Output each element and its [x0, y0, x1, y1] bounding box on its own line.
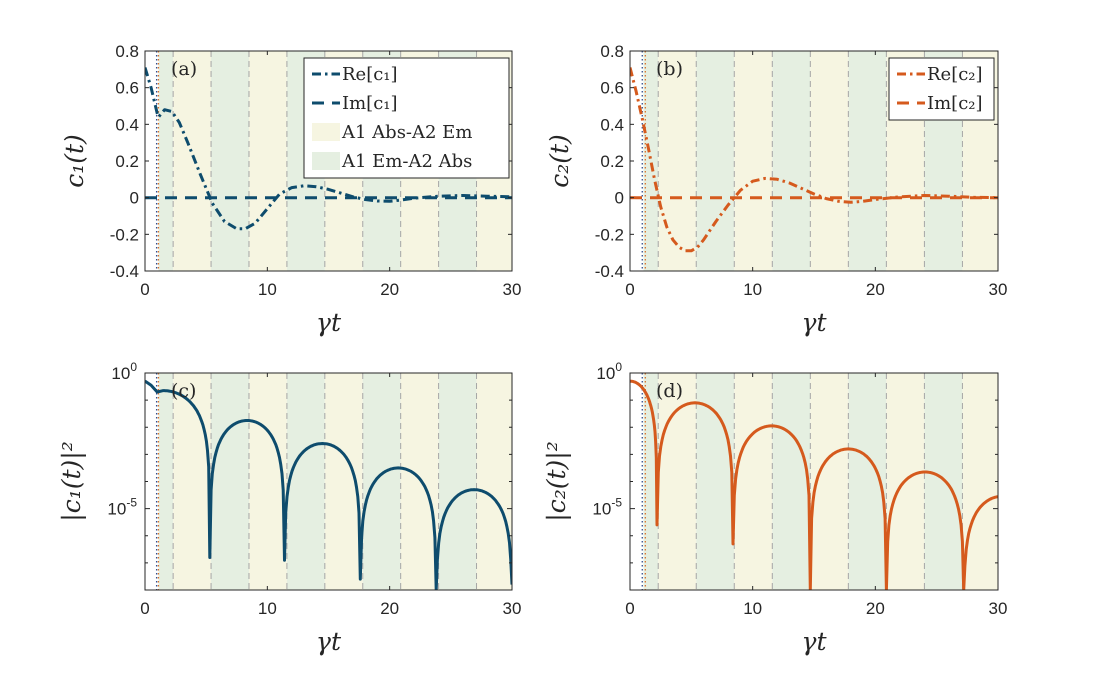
x-tick-label: 20	[866, 280, 885, 299]
x-axis-title: γt	[316, 308, 342, 337]
band-em-abs-8	[438, 373, 477, 590]
x-tick-label: 10	[258, 280, 277, 299]
y-axis-title: |c₂(t)|²	[542, 441, 572, 521]
band-abs-em-1	[173, 51, 212, 271]
x-axis-title: γt	[802, 308, 828, 337]
band-em-abs-0	[643, 51, 659, 271]
x-tick-label: 20	[866, 599, 885, 618]
legend-label: Im[c₁]	[342, 93, 398, 114]
legend-box	[888, 57, 995, 121]
x-tick-label: 0	[625, 599, 634, 618]
band-em-abs-0	[158, 51, 174, 271]
y-tick-label: 0.8	[600, 42, 624, 61]
band-em-abs-6	[362, 373, 401, 590]
legend-label: A1 Abs-A2 Em	[341, 122, 472, 143]
band-abs-em-3	[248, 373, 287, 590]
y-tick-label: 100	[111, 360, 137, 383]
panel-c: 0 10 20 30 100 10-5 γt |c₁(t)|² (c)	[57, 360, 521, 656]
panel-b: 0 10 20 30 -0.4 -0.2 0 0.2 0.4 0.6 0.8 γt c₂(t) (b) Re…	[545, 42, 1007, 337]
band-abs-em-9	[476, 373, 512, 590]
band-em-abs-2	[696, 373, 735, 590]
y-tick-label: 100	[596, 360, 622, 383]
y-tick-label: 0.6	[115, 79, 139, 98]
x-tick-label: 30	[503, 599, 522, 618]
y-tick-label: 0	[130, 189, 139, 208]
x-tick-label: 10	[743, 599, 762, 618]
legend-swatch-band	[312, 123, 340, 141]
x-tick-label: 10	[743, 280, 762, 299]
legend-label: Im[c₂]	[927, 93, 983, 114]
y-axis-title: c₁(t)	[60, 134, 89, 188]
legend-label: Re[c₁]	[342, 64, 398, 85]
x-tick-label: 0	[140, 280, 149, 299]
band-abs-em-5	[324, 373, 363, 590]
y-tick-label: 0.2	[115, 152, 139, 171]
band-em-abs-4	[286, 373, 325, 590]
series-line-0	[630, 379, 998, 590]
y-tick-label: -0.2	[110, 225, 139, 244]
legend-swatch-band	[312, 152, 340, 170]
legend-label: Re[c₂]	[927, 64, 983, 85]
panel-d: 0 10 20 30 100 10-5 γt |c₂(t)|² (d)	[542, 360, 1007, 656]
x-tick-label: 30	[989, 599, 1008, 618]
band-em-abs-4	[772, 373, 811, 590]
band-em-abs-6	[848, 51, 887, 271]
x-axis-title: γt	[802, 627, 828, 656]
panel-label: (b)	[656, 58, 683, 80]
band-abs-em-3	[248, 51, 287, 271]
panel-label: (c)	[171, 380, 196, 402]
band-abs-em-1	[658, 51, 697, 271]
y-tick-label: 0.6	[600, 79, 624, 98]
x-tick-label: 30	[503, 280, 522, 299]
band-abs-em-1	[173, 373, 212, 590]
x-tick-label: 20	[380, 599, 399, 618]
band-em-abs-4	[772, 51, 811, 271]
y-axis-title: |c₁(t)|²	[57, 441, 87, 521]
legend: Re[c₂] Im[c₂]	[888, 57, 995, 121]
band-abs-em-5	[810, 51, 849, 271]
x-axis-title: γt	[316, 627, 342, 656]
band-em-abs-2	[211, 373, 249, 590]
band-em-abs-2	[696, 51, 735, 271]
x-tick-label: 20	[380, 280, 399, 299]
x-tick-label: 10	[258, 599, 277, 618]
panel-label: (d)	[656, 380, 683, 402]
y-tick-label: -0.2	[595, 225, 624, 244]
series-line-0	[145, 379, 512, 590]
y-tick-label: 10-5	[592, 496, 622, 519]
band-em-abs-0	[158, 373, 174, 590]
y-tick-label: 0.4	[115, 115, 139, 134]
y-tick-label: -0.4	[595, 262, 624, 281]
series-line-0	[630, 67, 998, 253]
y-tick-label: 0.4	[600, 115, 624, 134]
y-axis-title: c₂(t)	[545, 134, 574, 188]
y-tick-label: -0.4	[110, 262, 139, 281]
band-abs-em-1	[658, 373, 697, 590]
panel-label: (a)	[171, 58, 197, 80]
x-tick-label: 30	[989, 280, 1008, 299]
band-abs-em-3	[734, 373, 773, 590]
band-em-abs-8	[924, 373, 963, 590]
y-tick-label: 10-5	[107, 496, 137, 519]
panel-a: 0 10 20 30 -0.4 -0.2 0 0.2 0.4 0.6 0.8 γt c₁(t) (a) Re…	[60, 42, 521, 337]
band-abs-em-3	[734, 51, 773, 271]
band-abs-em-7	[400, 373, 439, 590]
band-em-abs-2	[211, 51, 249, 271]
band-abs-em-9	[962, 373, 998, 590]
y-tick-label: 0.8	[115, 42, 139, 61]
legend-label: A1 Em-A2 Abs	[341, 151, 472, 172]
x-tick-label: 0	[140, 599, 149, 618]
y-tick-label: 0.2	[600, 152, 624, 171]
y-tick-label: 0	[615, 189, 624, 208]
legend: Re[c₁] Im[c₁] A1 Abs-A2 Em A1 Em-A2 Abs	[303, 57, 510, 179]
x-tick-label: 0	[625, 280, 634, 299]
